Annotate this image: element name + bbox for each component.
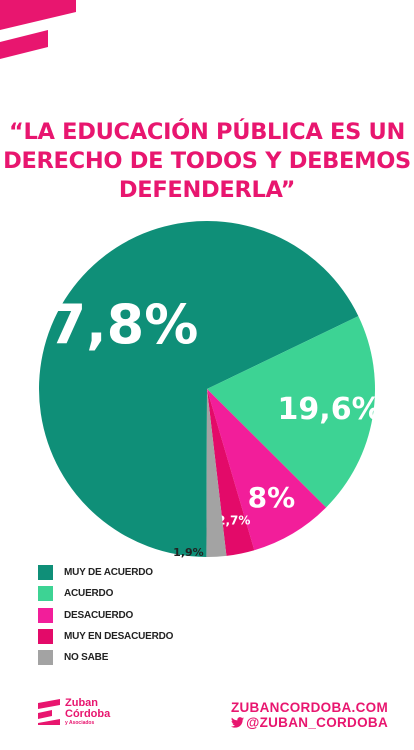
legend-swatch <box>38 586 53 602</box>
pie-slice <box>207 389 327 551</box>
website-link[interactable]: ZUBANCORDOBA.COM <box>230 700 388 715</box>
logo-mark-icon <box>38 699 60 725</box>
title-line-1: “LA EDUCACIÓN PÚBLICA ES UN <box>8 119 406 145</box>
logo-wordmark: Zuban Córdoba y Asociados <box>65 697 111 727</box>
pie-slice <box>206 389 227 557</box>
footer-contacts: ZUBANCORDOBA.COM @ZUBAN_CORDOBA <box>231 700 388 730</box>
legend-label: MUY DE ACUERDO <box>64 567 153 579</box>
title-line-3: DEFENDERLA” <box>118 177 296 203</box>
pie-slice <box>207 316 376 508</box>
legend-label: NO SABE <box>64 652 109 664</box>
slice-label: 2,7% <box>217 514 250 528</box>
logo-line-2: Córdoba <box>65 708 111 720</box>
logo-line-3: y Asociados <box>65 720 95 726</box>
legend-swatch <box>38 650 53 666</box>
pie-slice <box>39 220 359 557</box>
slice-label: 67,8% <box>11 293 198 356</box>
legend-item: NO SABE <box>38 647 173 668</box>
legend-swatch <box>38 565 53 581</box>
legend-swatch <box>38 607 53 623</box>
slice-label: 8% <box>248 481 296 514</box>
legend-label: MUY EN DESACUERDO <box>64 631 174 643</box>
chart-title: “LA EDUCACIÓN PÚBLICA ES UN DERECHO DE T… <box>0 118 414 205</box>
legend-label: ACUERDO <box>64 588 114 600</box>
legend-label: DESACUERDO <box>64 609 134 621</box>
corner-decoration <box>0 0 76 59</box>
legend-item: MUY DE ACUERDO <box>38 562 173 583</box>
legend-swatch <box>38 629 53 645</box>
twitter-handle-row[interactable]: @ZUBAN_CORDOBA <box>231 715 388 730</box>
brand-logo: Zuban Córdoba y Asociados <box>38 698 110 726</box>
pie-slice <box>207 389 255 556</box>
legend-item: DESACUERDO <box>38 605 173 626</box>
legend-item: ACUERDO <box>38 583 173 604</box>
legend: MUY DE ACUERDO ACUERDO DESACUERDO MUY EN… <box>38 562 173 668</box>
slice-label: 1,9% <box>173 546 204 559</box>
legend-item: MUY EN DESACUERDO <box>38 626 173 647</box>
slice-label: 19,6% <box>278 392 382 427</box>
bird-icon <box>231 717 245 728</box>
logo-line-1: Zuban <box>65 697 98 709</box>
twitter-handle: @ZUBAN_CORDOBA <box>246 715 388 730</box>
title-line-2: DERECHO DE TODOS Y DEBEMOS <box>3 148 411 174</box>
